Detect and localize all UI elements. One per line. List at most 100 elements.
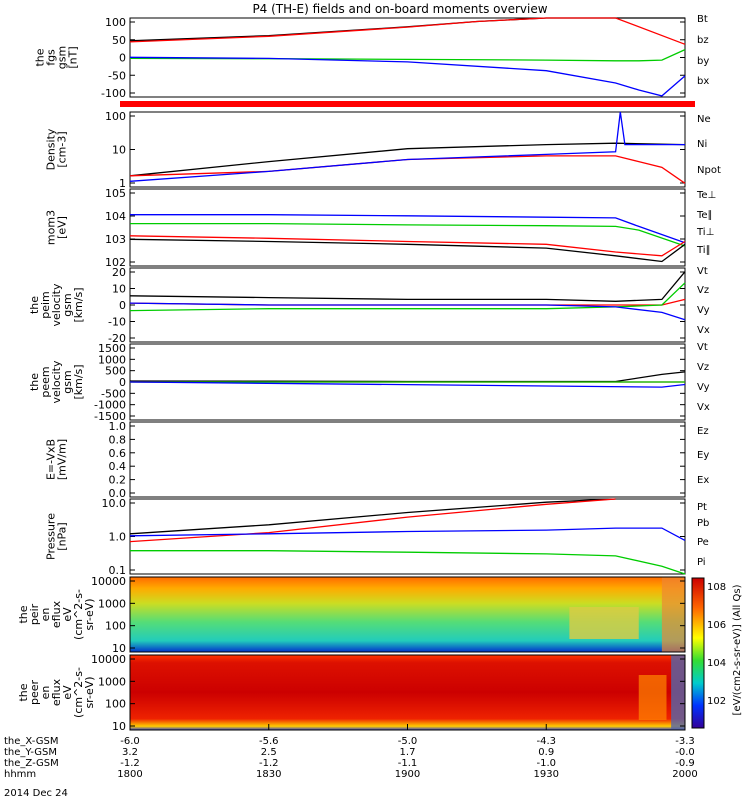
pressure-ylabel: Pressure[nPa] (45, 513, 69, 560)
peir-ytick-label: 100 (105, 620, 126, 633)
chart-title: P4 (TH-E) fields and on-board moments ov… (252, 2, 547, 16)
temp-legend-Ti∥: Ti∥ (696, 245, 711, 256)
colorbar-tick: 106 (707, 620, 726, 631)
fgs-series-Bt (129, 17, 685, 42)
peer-ylabel: thepeerenefluxeV(cm^2-s-sr-eV) (17, 667, 96, 718)
xaxis-value: -1.0 (536, 758, 556, 769)
peir-feature (661, 577, 685, 652)
peer-ytick-label: 100 (105, 698, 126, 711)
fgs-legend-by: by (697, 56, 709, 67)
pressure-series-Pi (129, 527, 686, 541)
peer-ytick-label: 1000 (98, 675, 126, 688)
pressure-series-Pb (129, 498, 616, 543)
fgs-ytick-label: -50 (108, 69, 126, 82)
efield-ytick-label: 0.2 (109, 474, 127, 487)
efield-legend-Ey: Ey (697, 450, 709, 461)
mode-bar (120, 101, 695, 107)
fgs-ytick-label: 0 (119, 52, 126, 65)
fgs-legend-bx: bx (697, 76, 709, 87)
peim-ytick-label: 0 (119, 299, 126, 312)
xaxis-value: -1.2 (259, 758, 279, 769)
peem-ylabel: thepeemvelocitygsm[km/s] (28, 360, 85, 403)
xaxis-value: 1830 (256, 769, 281, 780)
efield-ytick-label: 0.6 (109, 447, 127, 460)
xaxis-value: 0.9 (538, 747, 554, 758)
density-legend-Npot: Npot (697, 165, 721, 176)
peem-ytick-label: -1000 (94, 399, 126, 412)
xaxis-value: 3.2 (122, 747, 138, 758)
pressure-legend-Pi: Pi (697, 557, 706, 568)
density-ytick-label: 1 (119, 177, 126, 190)
fgs-ytick-label: 50 (112, 34, 126, 47)
pressure-ytick-label: 1.0 (109, 531, 127, 544)
panel-peir: 10000 1000 100 10 thepeirenefluxeV(cm^2-s-sr… (17, 575, 686, 655)
xaxis-value: 2.5 (261, 747, 277, 758)
peer-ytick-label: 10000 (91, 653, 126, 666)
xaxis-row-label: the_Y-GSM (4, 747, 57, 758)
xaxis-value: -6.0 (120, 736, 140, 747)
density-ytick-label: 100 (105, 110, 126, 123)
pressure-legend-Pb: Pb (697, 518, 709, 529)
peim-series-Vt (129, 271, 686, 302)
peir-ytick-label: 10000 (91, 575, 126, 588)
xaxis-value: -1.2 (120, 758, 140, 769)
efield-ytick-label: 0.4 (109, 460, 127, 473)
density-ytick-label: 10 (112, 144, 126, 157)
efield-ytick-label: 1.0 (109, 420, 127, 433)
peer-ytick-label: 10 (112, 720, 126, 733)
xaxis-value: -1.1 (398, 758, 418, 769)
peem-legend-Vz: Vz (697, 362, 709, 373)
density-ylabel: Density[cm-3] (45, 128, 69, 170)
temp-series-Ti⊥ (130, 214, 686, 244)
temp-series-Te⊥ (129, 235, 686, 257)
temp-frame (129, 188, 686, 267)
xaxis-row-label: the_X-GSM (4, 736, 58, 747)
peim-series-Vx (129, 302, 686, 321)
peir-ytick-label: 10 (112, 642, 126, 655)
peir-ylabel: thepeirenefluxeV(cm^2-s-sr-eV) (17, 589, 96, 640)
xaxis-row-label: hhmm (4, 769, 36, 780)
colorbar-label: [eV/(cm2-s-sr-eV)] (All Qs) (732, 584, 743, 715)
peem-legend-Vy: Vy (697, 382, 710, 393)
xaxis-row-label: the_Z-GSM (4, 758, 59, 769)
panel-temp: 105 104 103 102 mom3[eV] Te⊥ Te∥ Ti⊥ Ti∥ (45, 187, 717, 269)
fgs-series-bz (129, 17, 686, 45)
pressure-series-Pt (129, 498, 616, 535)
colorbar-gradient (691, 577, 705, 729)
temp-legend-Te∥: Te∥ (696, 210, 713, 221)
xaxis-value: 1930 (534, 769, 559, 780)
density-legend-Ne: Ne (697, 114, 711, 125)
peim-ytick-label: -20 (108, 332, 126, 345)
panel-density: 100 10 1 Density[cm-3] Ne Ni Npot (45, 110, 721, 190)
peim-series-Vy (129, 282, 686, 312)
temp-ytick-label: 103 (105, 233, 126, 246)
colorbar: 108 106 104 102 [eV/(cm2-s-sr-eV)] (All Qs) (691, 577, 743, 729)
fgs-ytick-label: 100 (105, 16, 126, 29)
efield-ytick-label: 0.8 (109, 433, 127, 446)
xaxis-value: -5.6 (259, 736, 279, 747)
density-series-Npot (129, 111, 685, 182)
x-axis: the_X-GSM -6.0 -5.6 -5.0 -4.3 -3.3 the_Y-GSM 3.… (4, 724, 698, 780)
panel-efield: 1.00.80.60.40.20.0 E=-VxB[mV/m] Ez Ey Ex (45, 420, 710, 500)
temp-ytick-label: 104 (105, 210, 126, 223)
peir-frame (129, 576, 686, 653)
peim-ytick-label: -10 (108, 316, 126, 329)
peem-legend-Vx: Vx (697, 402, 710, 413)
pressure-legend-Pt: Pt (697, 502, 707, 513)
peim-ytick-label: 20 (112, 266, 126, 279)
colorbar-tick: 102 (707, 696, 726, 707)
peir-ytick-label: 1000 (98, 597, 126, 610)
xaxis-value: -0.9 (675, 758, 695, 769)
pressure-legend-Pe: Pe (697, 537, 709, 548)
xaxis-value: 2000 (672, 769, 697, 780)
panel-pressure: 10.0 1.0 0.1 Pressure[nPa] Pt Pb Pe Pi (45, 497, 710, 577)
pressure-series-Pe (130, 550, 686, 575)
fgs-ylabel: thefgsgsm[nT] (34, 46, 80, 69)
temp-series-Te∥ (129, 238, 686, 263)
peer-feature (638, 675, 667, 720)
peem-ytick-label: 0 (119, 376, 126, 389)
fgs-legend-bz: bz (697, 35, 709, 46)
panels: 100500-50-100thefgsgsm[nT]Btbzbybx100101… (17, 14, 721, 733)
xaxis-value: -4.3 (536, 736, 556, 747)
xaxis-value: -0.0 (675, 747, 695, 758)
